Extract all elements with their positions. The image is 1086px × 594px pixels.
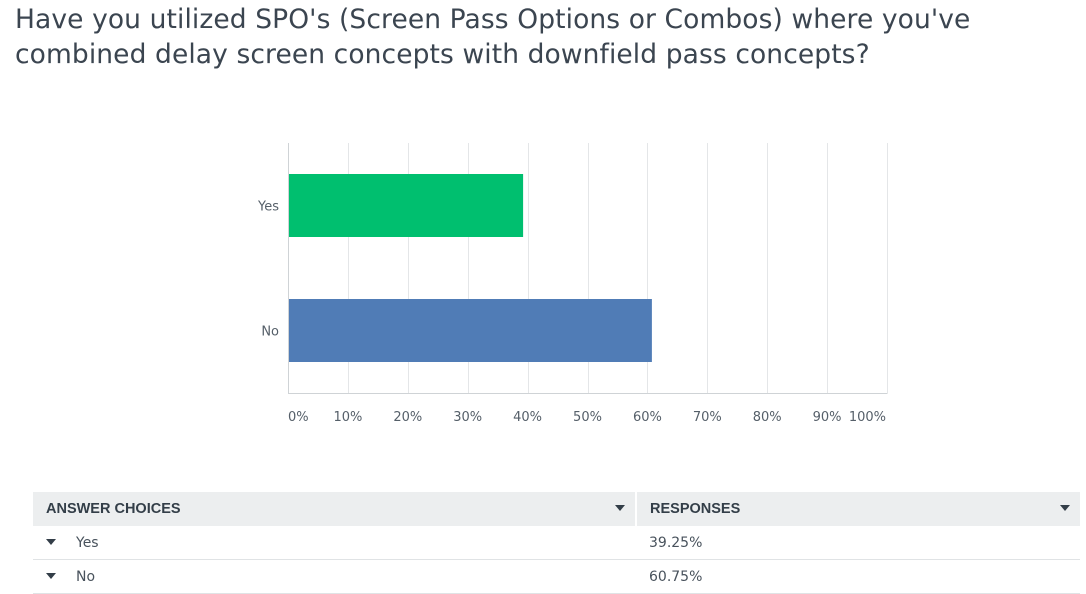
x-tick-label: 100% bbox=[849, 410, 886, 425]
x-tick-label: 30% bbox=[453, 410, 482, 425]
results-table: ANSWER CHOICES RESPONSES Yes 39.25% No 6… bbox=[33, 492, 1080, 594]
question-title: Have you utilized SPO's (Screen Pass Opt… bbox=[15, 4, 971, 70]
responses-header-label: RESPONSES bbox=[650, 501, 741, 517]
expand-caret-icon[interactable] bbox=[46, 538, 56, 545]
x-tick-label: 0% bbox=[288, 410, 309, 425]
answer-choice-label: No bbox=[76, 568, 96, 585]
table-header-row: ANSWER CHOICES RESPONSES bbox=[33, 492, 1080, 526]
x-tick-label: 50% bbox=[573, 410, 602, 425]
answer-choice-cell: No bbox=[33, 559, 636, 594]
expand-caret-icon[interactable] bbox=[46, 572, 56, 579]
x-tick-label: 80% bbox=[753, 410, 782, 425]
category-label: No bbox=[261, 325, 279, 340]
sort-arrow-icon[interactable] bbox=[1060, 505, 1070, 511]
table-row: Yes 39.25% bbox=[33, 526, 1080, 560]
x-tick-label: 20% bbox=[393, 410, 422, 425]
table-row: No 60.75% bbox=[33, 559, 1080, 594]
answer-choice-label: Yes bbox=[76, 534, 99, 551]
x-tick-label: 70% bbox=[693, 410, 722, 425]
answer-choice-cell: Yes bbox=[33, 526, 636, 560]
x-tick-label: 90% bbox=[813, 410, 842, 425]
sort-arrow-icon[interactable] bbox=[615, 505, 625, 511]
response-cell: 39.25% bbox=[636, 526, 1080, 560]
bar-chart: Yes No 0% 10% 20% 30% 40% 50% 60% 70% 80% 90% 100% bbox=[257, 143, 888, 425]
category-label: Yes bbox=[257, 200, 279, 215]
responses-header[interactable]: RESPONSES bbox=[636, 492, 1080, 526]
x-tick-label: 10% bbox=[333, 410, 362, 425]
answer-choices-header[interactable]: ANSWER CHOICES bbox=[33, 492, 637, 526]
bar-yes[interactable] bbox=[289, 174, 524, 237]
x-tick-label: 60% bbox=[633, 410, 662, 425]
response-cell: 60.75% bbox=[636, 559, 1080, 594]
bar-no[interactable] bbox=[289, 299, 652, 362]
answer-choices-header-label: ANSWER CHOICES bbox=[46, 501, 181, 517]
x-tick-label: 40% bbox=[513, 410, 542, 425]
